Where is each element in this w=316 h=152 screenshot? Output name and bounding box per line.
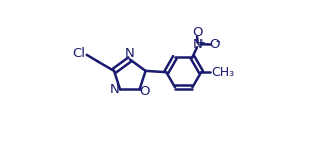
Text: N: N [110, 83, 120, 96]
Text: O: O [192, 26, 202, 39]
Text: Cl: Cl [73, 47, 86, 60]
Text: CH₃: CH₃ [212, 66, 235, 79]
Text: N: N [125, 47, 135, 60]
Text: -: - [216, 35, 220, 48]
Text: O: O [140, 85, 150, 98]
Text: N: N [193, 38, 203, 51]
Text: O: O [209, 38, 220, 51]
Text: +: + [198, 38, 205, 48]
